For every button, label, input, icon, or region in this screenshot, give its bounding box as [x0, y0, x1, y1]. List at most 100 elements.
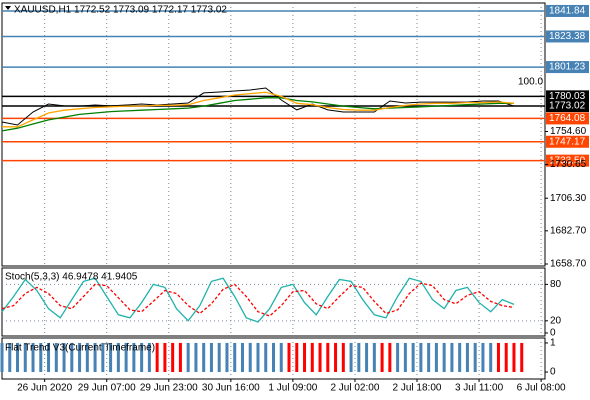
bar [202, 342, 206, 373]
level-label: 1780.03 [549, 91, 586, 102]
bar [334, 342, 338, 373]
series-line [1, 282, 515, 317]
level-label-box [546, 154, 589, 167]
bar [163, 342, 167, 373]
series-line [1, 97, 514, 132]
bar [233, 342, 237, 373]
bar [458, 342, 462, 373]
y-tick-label: 80 [550, 279, 562, 290]
bar [318, 342, 322, 373]
panel-title: XAUUSD,H1 1772.52 1773.09 1772.17 1773.0… [14, 5, 227, 16]
bar [240, 342, 244, 373]
y-tick-label: 1730.65 [550, 159, 587, 170]
y-tick-label: 20 [550, 315, 562, 326]
level-label: 1801.23 [549, 62, 586, 73]
bar [396, 342, 400, 373]
bar [303, 342, 307, 373]
series-line [1, 277, 515, 323]
y-tick-label: 1 [550, 338, 556, 349]
bar [70, 342, 74, 373]
bar [8, 342, 12, 373]
bar [434, 342, 438, 373]
y-tick-label: 0 [550, 367, 556, 378]
panel-frame [1, 2, 546, 267]
bar [39, 342, 43, 373]
bar [380, 342, 384, 373]
bar [140, 342, 144, 373]
bar [272, 342, 275, 373]
bar [450, 342, 454, 373]
bar [326, 342, 330, 373]
bar [47, 342, 51, 373]
bar [403, 342, 407, 373]
bar [496, 342, 500, 373]
bar [256, 342, 260, 373]
bar [109, 342, 113, 373]
level-label-box [546, 61, 589, 74]
bar [54, 342, 58, 373]
bar [520, 342, 524, 373]
y-tick-label: 1706.30 [550, 193, 587, 204]
bar [279, 342, 283, 373]
panel-title: Flat Trend V3(Current Timeframe) [5, 343, 155, 354]
series-line [1, 87, 515, 126]
x-tick-label: 29 Jun 23:00 [140, 383, 198, 394]
y-tick-label: 0 [550, 328, 556, 339]
level-label: 1823.38 [549, 31, 586, 42]
bar [504, 342, 508, 373]
bar [264, 342, 268, 373]
y-tick-label: 1754.60 [550, 126, 587, 137]
y-tick-label: 1682.70 [550, 225, 587, 236]
bar [132, 342, 136, 373]
bar [248, 342, 252, 373]
bar [481, 342, 485, 373]
bar [217, 342, 221, 373]
bar [31, 342, 35, 373]
bar [388, 342, 392, 373]
bar [419, 342, 423, 373]
bar [16, 342, 20, 373]
level-label-box [546, 90, 589, 103]
series-line [2, 91, 515, 128]
x-tick-label: 2 Jul 18:00 [393, 383, 442, 394]
bar [116, 342, 120, 373]
x-tick-label: 1 Jul 09:00 [268, 383, 317, 394]
bar [0, 342, 4, 373]
level-label: 1747.17 [549, 136, 586, 147]
bar [178, 342, 182, 373]
bar [287, 342, 291, 373]
x-tick-label: 26 Jun 2020 [17, 383, 72, 394]
menu-icon [5, 6, 11, 10]
level-label: 1733.50 [549, 155, 586, 166]
y-tick-label: 1658.70 [550, 259, 587, 270]
bar [62, 342, 66, 373]
bar [124, 342, 128, 373]
panel-frame [1, 267, 546, 337]
bar [365, 342, 369, 373]
bar [349, 342, 353, 373]
bar [411, 342, 415, 373]
bar [489, 342, 493, 373]
bar [85, 342, 89, 373]
bar [357, 342, 361, 373]
x-tick-label: 30 Jun 16:00 [202, 383, 260, 394]
level-label: 1841.84 [549, 6, 586, 17]
bar [209, 342, 213, 373]
bar [295, 342, 299, 373]
bar [78, 342, 82, 373]
panel-title: Stoch(5,3,3) 46.9478 41.9405 [5, 272, 138, 283]
bar [93, 342, 97, 373]
x-tick-label: 2 Jul 02:00 [330, 383, 379, 394]
bar [473, 342, 477, 373]
bar [23, 342, 27, 373]
x-tick-label: 29 Jun 07:00 [78, 383, 136, 394]
bar [465, 342, 469, 373]
bar [186, 342, 190, 373]
bar [427, 342, 431, 373]
level-label-box [546, 135, 589, 148]
x-tick-label: 3 Jul 11:00 [455, 383, 504, 394]
bar [442, 342, 446, 373]
bar [512, 342, 516, 373]
